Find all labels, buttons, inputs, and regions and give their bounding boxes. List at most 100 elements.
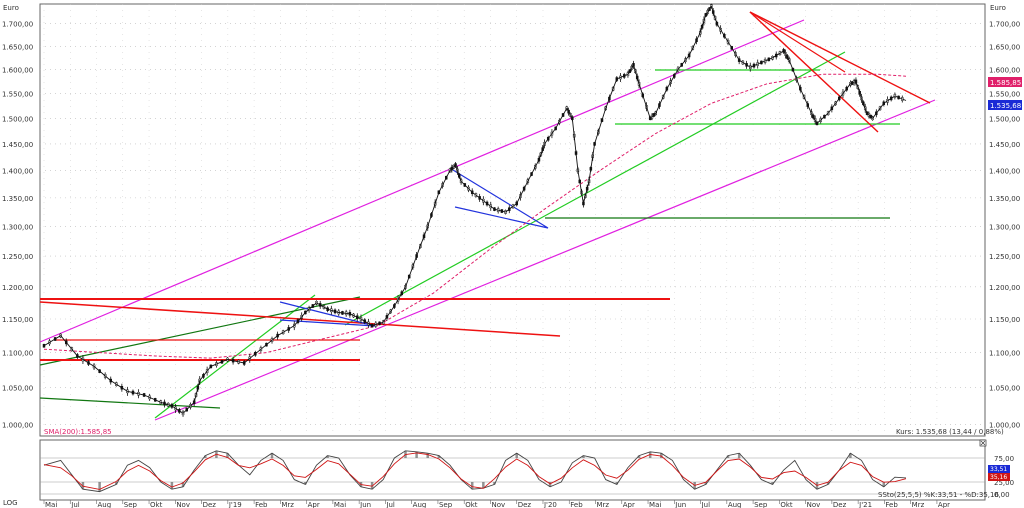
y-tick-label-left: 1.450,00: [2, 141, 33, 149]
x-tick-label: Dez: [833, 501, 847, 508]
oscillator-tick-label: 0,00: [994, 491, 1010, 499]
osc-k-value: 33,51: [990, 466, 1007, 473]
x-tick-label: Dez: [518, 501, 532, 508]
oscillator-tick-label: 25,00: [994, 479, 1014, 487]
price-line: [43, 5, 907, 414]
scale-label: LOG: [3, 499, 18, 507]
x-tick-label: Feb: [255, 501, 268, 508]
y-tick-label-right: 1.700,00: [989, 21, 1020, 29]
y-tick-label-right: 1.300,00: [989, 223, 1020, 231]
x-tick-label: Jun: [359, 501, 371, 508]
x-tick-label: Mrz: [281, 501, 294, 508]
status-text: Kurs: 1.535,68 (13,44 / 0,88%): [896, 428, 1004, 436]
x-tick-label: Okt: [465, 501, 478, 508]
y-axis-labels: 1.000,00 1.000,00 1.050,00 1.050,00 1.100,00…: [2, 21, 1020, 430]
x-tick-label: Mrz: [912, 501, 925, 508]
x-tick-label: Nov: [807, 501, 821, 508]
x-tick-label: Nov: [176, 501, 190, 508]
y-tick-label-left: 1.700,00: [2, 21, 33, 29]
x-tick-label: J'19: [228, 501, 242, 508]
oscillator-tick-label: 75,00: [994, 455, 1014, 463]
y-tick-label-right: 1.650,00: [989, 43, 1020, 51]
x-tick-label: Apr: [308, 501, 320, 508]
y-tick-label-right: 1.150,00: [989, 316, 1020, 324]
oscillator-label: SSto(25,5,5) %K:33,51 - %D:35,16: [878, 491, 999, 499]
oscillator-labels: 75,00 25,00 0,00: [994, 455, 1014, 499]
x-tick-label: Mai: [334, 501, 346, 508]
sma-price-value: 1.585,85: [990, 79, 1021, 87]
oscillator-panel: [39, 439, 986, 501]
currency-label-left: Euro: [3, 4, 19, 12]
trendlines: [39, 11, 936, 421]
x-tick-label: Mrz: [597, 501, 610, 508]
x-tick-label: Sep: [124, 501, 138, 508]
red-resistance-5: [749, 11, 846, 73]
x-tick-label: Jul: [701, 501, 711, 508]
x-tick-label: Jul: [70, 501, 80, 508]
magenta-channel-upper: [39, 19, 805, 343]
osc-d-tag: [988, 473, 1010, 481]
x-tick-label: Feb: [885, 501, 898, 508]
currency-label-right: Euro: [990, 4, 1006, 12]
y-tick-label-left: 1.000,00: [2, 422, 33, 430]
x-tick-label: Sep: [754, 501, 768, 508]
y-tick-label-right: 1.550,00: [989, 91, 1020, 99]
x-tick-label: Jun: [674, 501, 686, 508]
sma-price-tag: [988, 77, 1022, 87]
y-tick-label-right: 1.350,00: [989, 195, 1020, 203]
x-tick-label: Dez: [203, 501, 217, 508]
y-tick-label-left: 1.250,00: [2, 253, 33, 261]
red-downtrend-1: [749, 11, 931, 104]
y-tick-label-right: 1.600,00: [989, 67, 1020, 75]
y-tick-label-left: 1.400,00: [2, 167, 33, 175]
x-tick-label: Jul: [385, 501, 395, 508]
osc-d-value: 35,16: [990, 474, 1007, 481]
y-tick-label-right: 1.200,00: [989, 284, 1020, 292]
close-oscillator-icon-cross: [980, 440, 986, 446]
x-tick-label: Apr: [623, 501, 635, 508]
y-tick-label-right: 1.100,00: [989, 350, 1020, 358]
oscillator-d-line: [43, 452, 907, 490]
y-tick-label-right: 1.050,00: [989, 385, 1020, 393]
y-tick-label-right: 1.500,00: [989, 115, 1020, 123]
green-trend-2: [344, 51, 846, 326]
y-tick-label-left: 1.300,00: [2, 223, 33, 231]
x-tick-label: Apr: [938, 501, 950, 508]
last-price-tag: [988, 100, 1022, 110]
last-price-value: 1.535,68: [990, 102, 1021, 110]
blue-wedge-2: [452, 169, 549, 229]
y-tick-label-left: 1.150,00: [2, 316, 33, 324]
y-tick-label-left: 1.100,00: [2, 350, 33, 358]
y-tick-label-left: 1.600,00: [2, 67, 33, 75]
y-tick-label-right: 1.450,00: [989, 141, 1020, 149]
magenta-channel-lower: [154, 99, 936, 421]
x-tick-label: Mai: [649, 501, 661, 508]
y-tick-label-left: 1.650,00: [2, 43, 33, 51]
sma200-line: [43, 73, 907, 359]
x-tick-label: J'20: [543, 501, 557, 508]
x-tick-label: Aug: [413, 501, 427, 508]
x-tick-label: Okt: [150, 501, 163, 508]
x-tick-label: Feb: [570, 501, 583, 508]
y-tick-label-right: 1.250,00: [989, 253, 1020, 261]
x-tick-label: Mai: [45, 501, 57, 508]
x-axis-labels: Mai Jul Aug Sep Okt Nov Dez J'19 Feb Mrz Apr Mai Jun…: [43, 500, 950, 508]
osc-k-tag: [988, 465, 1010, 473]
y-tick-label-left: 1.200,00: [2, 284, 33, 292]
y-tick-label-left: 1.500,00: [2, 115, 33, 123]
x-tick-label: J'21: [858, 501, 872, 508]
green-trend-1: [154, 294, 316, 419]
y-tick-label-right: 1.400,00: [989, 167, 1020, 175]
sma200-label: SMA(200):1.585,85: [44, 428, 112, 436]
x-tick-label: Aug: [728, 501, 742, 508]
y-tick-label-left: 1.050,00: [2, 385, 33, 393]
y-tick-label-left: 1.350,00: [2, 195, 33, 203]
y-tick-label-right: 1.000,00: [989, 422, 1020, 430]
candle-body: [42, 343, 46, 348]
red-downtrend-2: [749, 11, 879, 133]
x-tick-label: Okt: [780, 501, 793, 508]
x-tick-label: Nov: [491, 501, 505, 508]
x-tick-label: Aug: [98, 501, 112, 508]
x-tick-label: Sep: [439, 501, 453, 508]
